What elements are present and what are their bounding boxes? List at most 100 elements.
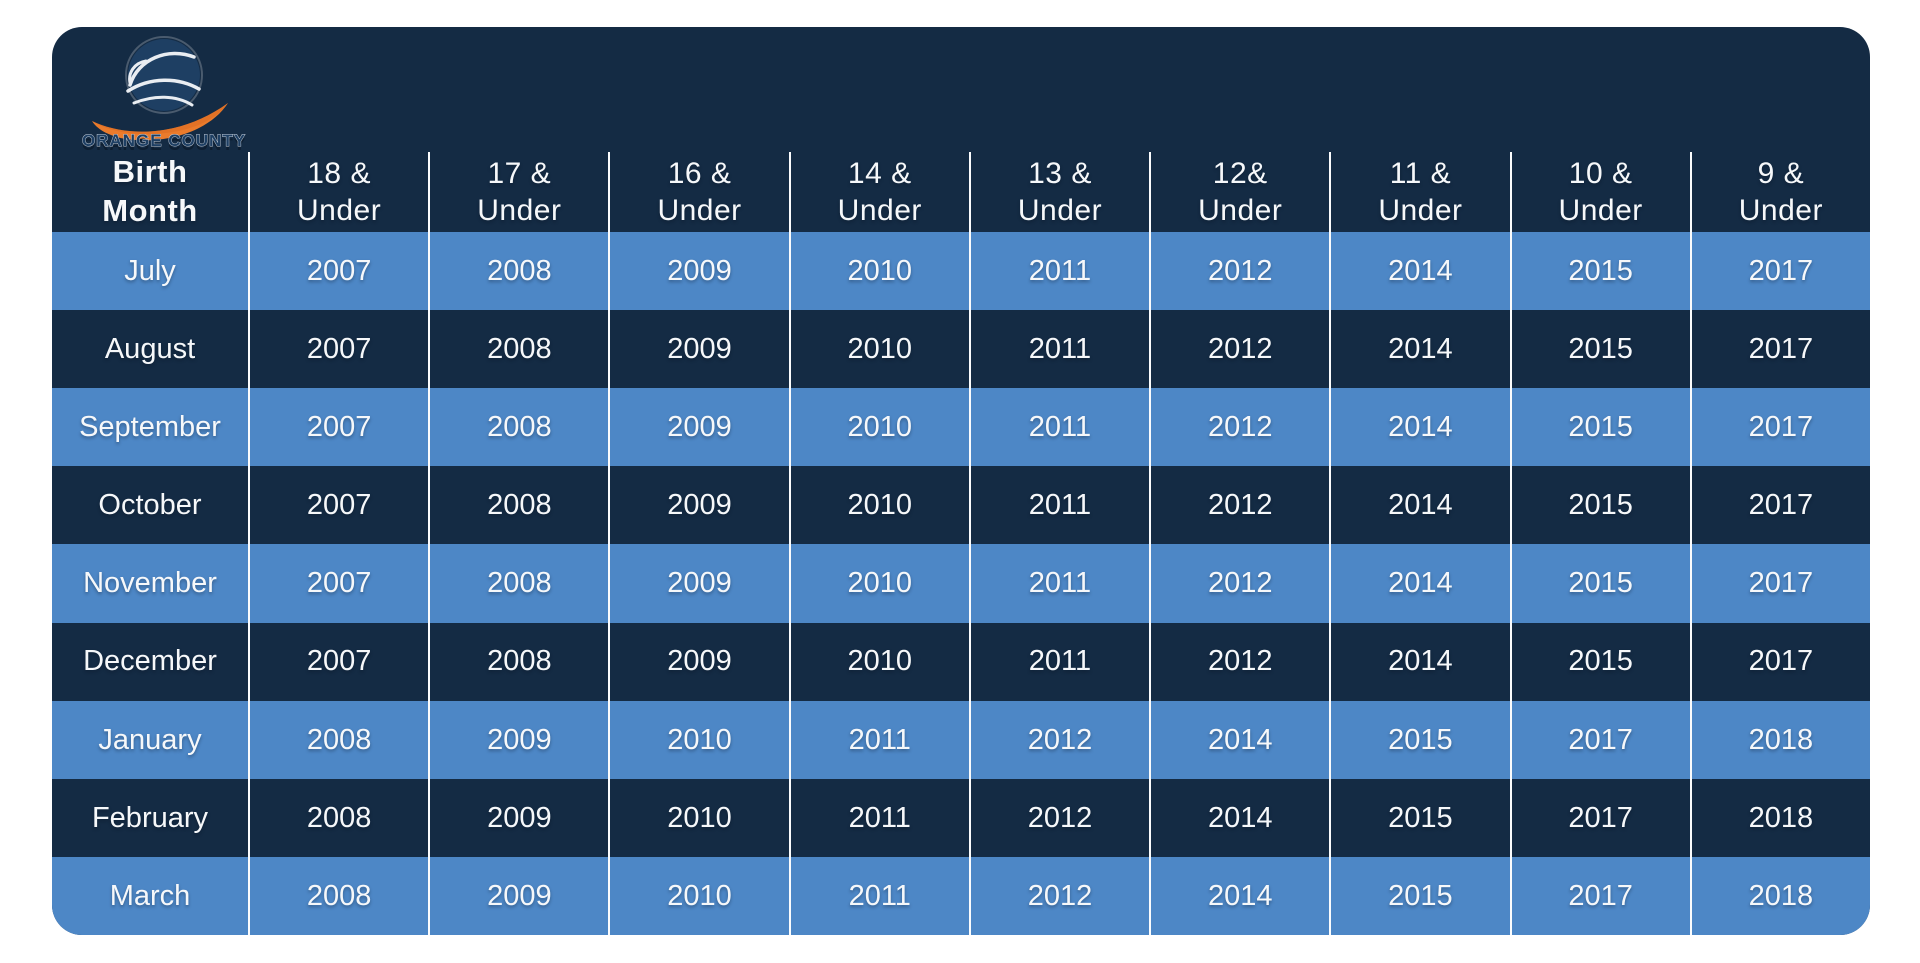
year-cell: 2008: [428, 232, 608, 311]
age-chart-board: ORANGE COUNTY ORANGE COUNTY Birth Month 1…: [52, 27, 1870, 935]
month-cell: November: [83, 567, 217, 600]
year-cell: 2010: [788, 310, 969, 389]
year-cell: 2009: [608, 232, 788, 311]
year-cell: 2015: [1509, 466, 1690, 545]
month-cell: October: [98, 489, 202, 522]
month-cell: February: [91, 801, 209, 834]
year-cell: 2014: [1329, 310, 1509, 389]
logo-org-name-shadow: ORANGE COUNTY: [82, 135, 246, 153]
table-row-august: August 2007 2008 2009 2010 2011 2012 2014 2015 20…: [52, 310, 1870, 389]
year-cell: 2010: [788, 388, 969, 467]
year-cell: 2015: [1329, 778, 1509, 857]
year-cell: 2017: [1689, 622, 1870, 701]
year-cell: 2009: [608, 310, 788, 389]
header-10-under: 10 & Under: [1509, 152, 1690, 232]
table-row-december: December 2007 2008 2009 2010 2011 2012 2014 2015…: [52, 622, 1870, 701]
year-cell: 2012: [1149, 310, 1329, 389]
year-cell: 2012: [968, 856, 1149, 935]
year-cell: 2007: [248, 232, 428, 311]
year-cell: 2011: [968, 466, 1149, 545]
year-cell: 2008: [428, 622, 608, 701]
year-cell: 2010: [608, 856, 788, 935]
year-cell: 2014: [1329, 232, 1509, 311]
year-cell: 2007: [248, 544, 428, 623]
year-cell: 2007: [248, 310, 428, 389]
logo-org-name: ORANGE COUNTY: [82, 131, 246, 150]
header-birth-month: Birth Month: [102, 154, 198, 228]
year-cell: 2008: [428, 544, 608, 623]
table-row-september: September 2007 2008 2009 2010 2011 2012 2014 201…: [52, 388, 1870, 467]
year-cell: 2017: [1509, 778, 1690, 857]
year-cell: 2015: [1509, 388, 1690, 467]
month-cell: January: [98, 723, 202, 756]
year-cell: 2008: [248, 778, 428, 857]
table-row-november: November 2007 2008 2009 2010 2011 2012 2014 2015…: [52, 544, 1870, 623]
year-cell: 2015: [1329, 856, 1509, 935]
year-cell: 2017: [1689, 466, 1870, 545]
month-cell: September: [79, 411, 221, 444]
month-cell: December: [83, 645, 217, 678]
year-cell: 2011: [788, 856, 969, 935]
year-cell: 2009: [608, 544, 788, 623]
year-cell: 2014: [1149, 856, 1329, 935]
year-cell: 2017: [1509, 700, 1690, 779]
year-cell: 2014: [1329, 622, 1509, 701]
table-row-january: January 2008 2009 2010 2011 2012 2014 2015 2017 2…: [52, 700, 1870, 779]
year-cell: 2010: [788, 544, 969, 623]
year-cell: 2008: [428, 466, 608, 545]
year-cell: 2017: [1689, 544, 1870, 623]
year-cell: 2011: [968, 622, 1149, 701]
year-cell: 2010: [788, 622, 969, 701]
year-cell: 2011: [968, 232, 1149, 311]
year-cell: 2010: [608, 700, 788, 779]
year-cell: 2015: [1509, 310, 1690, 389]
year-cell: 2011: [788, 700, 969, 779]
year-cell: 2011: [968, 544, 1149, 623]
header-14-under: 14 & Under: [788, 152, 969, 232]
year-cell: 2018: [1689, 856, 1870, 935]
header-17-under: 17 & Under: [428, 152, 608, 232]
year-cell: 2012: [1149, 388, 1329, 467]
year-cell: 2009: [608, 388, 788, 467]
orange-county-volleyball-logo: ORANGE COUNTY ORANGE COUNTY: [64, 33, 264, 154]
table-row-march: March 2008 2009 2010 2011 2012 2014 2015 2017 201…: [52, 856, 1870, 935]
year-cell: 2014: [1329, 544, 1509, 623]
year-cell: 2009: [608, 466, 788, 545]
table-row-february: February 2008 2009 2010 2011 2012 2014 2015 2017…: [52, 778, 1870, 857]
month-cell: August: [104, 333, 196, 366]
age-chart-table: Birth Month 18 & Under 17 & Under 16 & Unde…: [52, 152, 1870, 935]
year-cell: 2017: [1689, 232, 1870, 311]
year-cell: 2008: [428, 310, 608, 389]
header-18-under: 18 & Under: [248, 152, 428, 232]
year-cell: 2008: [428, 388, 608, 467]
year-cell: 2014: [1149, 700, 1329, 779]
volleyball-wave-icon: ORANGE COUNTY ORANGE COUNTY: [81, 36, 246, 154]
year-cell: 2010: [788, 232, 969, 311]
year-cell: 2012: [1149, 544, 1329, 623]
year-cell: 2007: [248, 388, 428, 467]
year-cell: 2007: [248, 466, 428, 545]
table-header-row: Birth Month 18 & Under 17 & Under 16 & Unde…: [52, 152, 1870, 232]
month-cell: July: [124, 254, 176, 287]
year-cell: 2011: [788, 778, 969, 857]
table-row-october: October 2007 2008 2009 2010 2011 2012 2014 2015 2…: [52, 466, 1870, 545]
year-cell: 2015: [1509, 232, 1690, 311]
year-cell: 2011: [968, 388, 1149, 467]
year-cell: 2010: [608, 778, 788, 857]
year-cell: 2007: [248, 622, 428, 701]
year-cell: 2009: [428, 778, 608, 857]
year-cell: 2008: [248, 700, 428, 779]
year-cell: 2015: [1509, 544, 1690, 623]
header-11-under: 11 & Under: [1329, 152, 1509, 232]
year-cell: 2010: [788, 466, 969, 545]
year-cell: 2014: [1329, 466, 1509, 545]
year-cell: 2012: [1149, 466, 1329, 545]
year-cell: 2011: [968, 310, 1149, 389]
year-cell: 2017: [1509, 856, 1690, 935]
year-cell: 2009: [428, 700, 608, 779]
header-13-under: 13 & Under: [968, 152, 1149, 232]
month-cell: March: [109, 879, 191, 912]
year-cell: 2017: [1689, 388, 1870, 467]
year-cell: 2014: [1329, 388, 1509, 467]
year-cell: 2015: [1509, 622, 1690, 701]
